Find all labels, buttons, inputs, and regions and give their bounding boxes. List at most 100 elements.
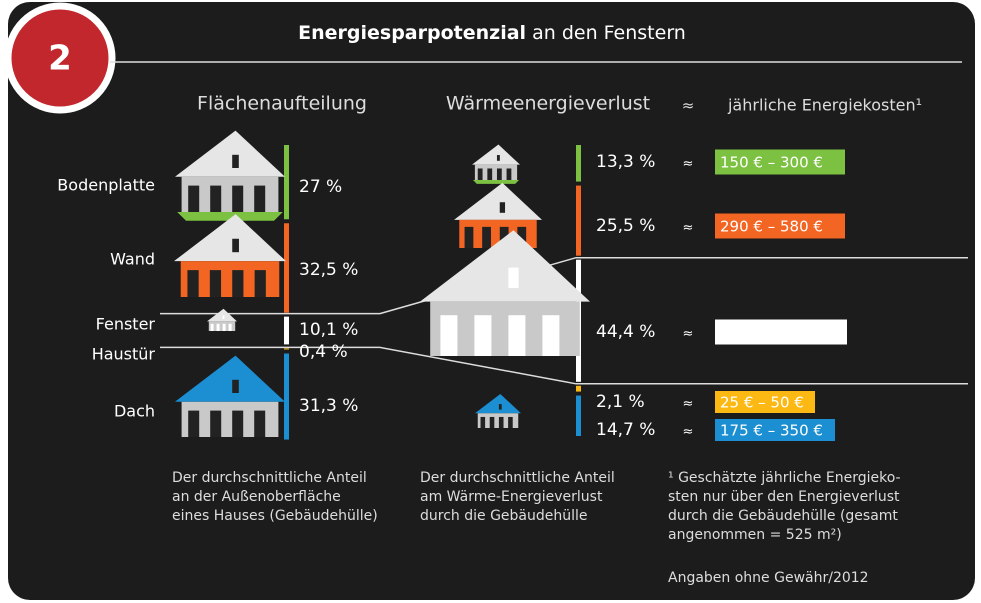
house-window — [489, 416, 495, 428]
house-window — [232, 154, 239, 168]
house-icon — [207, 308, 237, 331]
area-bar — [284, 348, 289, 350]
note-line: an der Außenoberfläche — [172, 489, 341, 505]
house-roof — [472, 144, 520, 165]
house-window — [232, 185, 244, 212]
house-roof — [420, 230, 590, 302]
approx: ≈ — [683, 221, 694, 236]
cost-box — [715, 419, 835, 441]
note-line: Der durchschnittliche Anteil — [172, 470, 367, 486]
badge-number: 2 — [48, 39, 72, 79]
house-roof — [175, 355, 285, 402]
note-line: sten nur über den Energieverlust — [668, 489, 900, 505]
house-window — [542, 315, 560, 356]
cost-label: 150 € – 300 € — [720, 154, 823, 172]
house-window — [232, 410, 244, 437]
loss-label: 44,4 % — [596, 322, 655, 342]
header-area: Flächenaufteilung — [197, 93, 367, 115]
cost-box — [715, 213, 845, 239]
house-window — [498, 404, 502, 410]
row-label: Bodenplatte — [57, 176, 155, 195]
house-window — [508, 315, 526, 356]
connector — [160, 346, 968, 385]
house-window — [254, 185, 266, 212]
note-line: eines Hauses (Gebäudehülle) — [172, 508, 378, 524]
area-label: 32,5 % — [299, 260, 358, 280]
header-cost: jährliche Energiekosten¹ — [727, 96, 922, 115]
loss-label: 25,5 % — [596, 216, 655, 236]
area-bar — [284, 223, 289, 313]
loss-bar — [576, 395, 581, 436]
area-label: 27 % — [299, 177, 342, 197]
loss-bar — [576, 185, 581, 256]
house-window — [506, 168, 512, 180]
house-window — [496, 168, 502, 180]
approx: ≈ — [683, 327, 694, 342]
title: Energiesparpotenzial an den Fenstern — [298, 22, 686, 44]
house-window — [499, 202, 506, 213]
house-window — [477, 168, 483, 180]
house-window — [210, 410, 222, 437]
house-window — [228, 323, 232, 331]
area-label: 0,4 % — [299, 342, 348, 362]
area-bar — [284, 353, 289, 440]
house-roof — [475, 393, 521, 414]
cost-box — [715, 319, 847, 345]
house-window — [188, 410, 200, 437]
area-label: 10,1 % — [299, 320, 358, 340]
house-roof — [207, 308, 237, 322]
note-line: angenommen = 525 m²) — [668, 527, 842, 543]
house-window — [254, 410, 266, 437]
house-roof — [175, 130, 285, 177]
house-window — [232, 379, 239, 393]
cost-box — [715, 391, 815, 413]
cost-label: 500 € – 1000 € — [720, 324, 832, 342]
area-bar — [284, 145, 289, 220]
house-icon — [175, 130, 285, 221]
row-label: Haustür — [92, 345, 156, 364]
house-wall — [208, 321, 236, 331]
house-window — [440, 315, 458, 356]
area-label: 31,3 % — [299, 396, 358, 416]
house-window — [474, 315, 492, 356]
house-window — [210, 323, 214, 331]
loss-bar — [576, 145, 581, 182]
house-window — [222, 315, 225, 319]
row-label: Fenster — [96, 315, 156, 334]
header-loss: Wärmeenergieverlust — [446, 93, 650, 115]
title-rest: an den Fenstern — [532, 22, 686, 44]
house-window — [254, 270, 266, 297]
area-bar — [284, 316, 289, 345]
house-window — [222, 323, 226, 331]
cost-label: 175 € – 350 € — [720, 422, 823, 440]
house-window — [508, 267, 519, 288]
house-window — [508, 416, 513, 428]
disclaimer: Angaben ohne Gewähr/2012 — [668, 570, 869, 586]
header-approx: ≈ — [682, 97, 695, 115]
house-icon — [472, 144, 520, 184]
house-window — [496, 155, 500, 161]
house-window — [232, 238, 239, 253]
house-icon — [174, 214, 286, 297]
note-line: ¹ Geschätzte jährliche Energieko- — [668, 470, 901, 486]
loss-label: 13,3 % — [596, 152, 655, 172]
house-window — [232, 270, 244, 297]
house-ground — [472, 180, 520, 184]
house-window — [517, 226, 527, 248]
approx: ≈ — [683, 397, 694, 412]
house-icon — [420, 230, 590, 356]
house-icon — [475, 393, 521, 428]
house-icon — [175, 355, 285, 437]
loss-bar — [576, 385, 581, 392]
house-window — [482, 226, 491, 248]
note-line: Der durchschnittliche Anteil — [420, 470, 615, 486]
cost-label: 290 € – 580 € — [720, 218, 823, 236]
note-line: durch die Gebäudehülle — [420, 508, 588, 524]
house-window — [210, 185, 222, 212]
house-window — [480, 416, 486, 428]
approx: ≈ — [683, 157, 694, 172]
house-roof — [454, 182, 542, 220]
house-window — [464, 226, 474, 248]
title-bold: Energiesparpotenzial — [298, 22, 526, 44]
